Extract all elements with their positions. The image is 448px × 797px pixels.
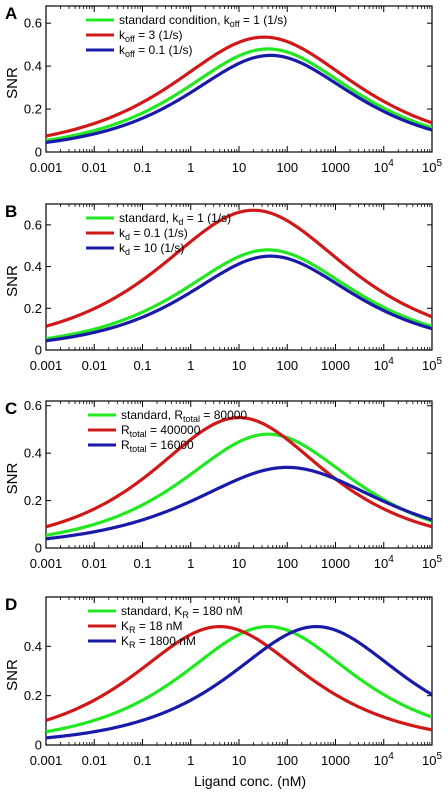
x-tick-label: 0.01 — [82, 160, 107, 175]
y-tick-label: 0 — [35, 541, 42, 556]
x-axis-label: Ligand conc. (nM) — [194, 773, 306, 789]
panel-d: D SNR 0 0.2 0.4 0.001 0.01 0.1 1 10 100 1000 104 105 s… — [4, 595, 442, 768]
y-tick-label: 0.4 — [24, 259, 42, 274]
y-axis-label: SNR — [4, 67, 21, 99]
panel-letter: C — [5, 399, 17, 418]
series-line-green — [46, 625, 432, 734]
legend-label: standard, KR = 180 nM — [121, 604, 243, 620]
series-line-red — [46, 208, 432, 328]
x-tick-label: 100 — [276, 358, 298, 373]
x-tick-label: 0.001 — [30, 358, 63, 373]
x-tick-label: 105 — [422, 751, 442, 768]
legend-label: kd = 10 (1/s) — [119, 241, 184, 257]
x-tick-label: 104 — [374, 751, 394, 768]
x-tick-label: 100 — [276, 556, 298, 571]
x-tick-label: 10 — [232, 753, 246, 768]
series-line-green — [46, 47, 432, 142]
x-tick-label: 105 — [422, 356, 442, 373]
legend-label: Rtotal = 16000 — [121, 438, 194, 454]
legend-label: KR = 1800 nM — [121, 634, 196, 650]
x-tick-label: 10 — [232, 358, 246, 373]
x-tick-label: 0.01 — [82, 556, 107, 571]
y-tick-label: 0.6 — [24, 398, 42, 413]
x-tick-label: 1 — [187, 556, 194, 571]
series-line-red — [46, 416, 432, 529]
series-line-green — [46, 432, 432, 537]
y-tick-label: 0.4 — [24, 639, 42, 654]
y-tick-label: 0 — [35, 738, 42, 753]
plot-frame — [45, 596, 433, 746]
y-tick-label: 0.6 — [24, 16, 42, 31]
legend-label: Rtotal = 400000 — [121, 423, 201, 439]
x-tick-label: 0.1 — [133, 753, 151, 768]
x-tick-label: 1000 — [321, 358, 350, 373]
x-tick-label: 0.001 — [30, 753, 63, 768]
x-tick-label: 10 — [232, 556, 246, 571]
x-tick-label: 105 — [422, 158, 442, 175]
y-axis-label: SNR — [4, 462, 21, 494]
x-tick-label: 104 — [374, 356, 394, 373]
x-tick-label: 104 — [374, 554, 394, 571]
x-tick-label: 1000 — [321, 160, 350, 175]
legend-label: standard, Rtotal = 80000 — [121, 408, 247, 424]
x-tick-label: 1000 — [321, 556, 350, 571]
series-line-blue — [46, 254, 432, 343]
x-tick-label: 0.01 — [82, 753, 107, 768]
series-line-red — [46, 625, 432, 732]
series-line-blue — [46, 465, 432, 541]
x-tick-label: 100 — [276, 160, 298, 175]
y-tick-label: 0.6 — [24, 217, 42, 232]
x-tick-label: 0.001 — [30, 556, 63, 571]
panel-a: A SNR 0 0.2 0.4 0.6 0.001 0.01 0.1 1 10 100 1000 104 1… — [4, 4, 442, 175]
series-line-blue — [46, 53, 432, 144]
y-tick-label: 0.2 — [24, 102, 42, 117]
series-line-green — [46, 248, 432, 341]
panel-letter: B — [5, 202, 17, 221]
x-tick-label: 10 — [232, 160, 246, 175]
x-tick-label: 104 — [374, 158, 394, 175]
x-tick-label: 105 — [422, 554, 442, 571]
plot-frame — [45, 400, 433, 549]
legend-label: koff = 3 (1/s) — [119, 28, 183, 44]
y-tick-label: 0.2 — [24, 688, 42, 703]
x-tick-label: 0.1 — [133, 358, 151, 373]
x-tick-label: 0.1 — [133, 556, 151, 571]
panel-letter: A — [5, 4, 17, 23]
panel-b: B SNR 0 0.2 0.4 0.6 0.001 0.01 0.1 1 10 100 1000 104 1… — [4, 202, 442, 373]
legend-label: standard, kd = 1 (1/s) — [119, 211, 231, 227]
x-tick-label: 1 — [187, 753, 194, 768]
legend-label: koff = 0.1 (1/s) — [119, 43, 193, 59]
x-tick-label: 0.001 — [30, 160, 63, 175]
y-axis-label: SNR — [4, 265, 21, 297]
x-tick-label: 0.01 — [82, 358, 107, 373]
legend-label: kd = 0.1 (1/s) — [119, 226, 188, 242]
series-line-blue — [46, 625, 432, 740]
y-tick-label: 0 — [35, 343, 42, 358]
panel-letter: D — [5, 595, 17, 614]
series-line-red — [46, 35, 432, 138]
y-tick-label: 0.2 — [24, 493, 42, 508]
y-axis-label: SNR — [4, 659, 21, 691]
y-tick-label: 0.4 — [24, 446, 42, 461]
y-tick-label: 0 — [35, 145, 42, 160]
legend-label: standard condition, koff = 1 (1/s) — [119, 13, 287, 29]
panel-c: C SNR 0 0.2 0.4 0.6 0.001 0.01 0.1 1 10 100 1000 104 1… — [4, 398, 442, 571]
legend-label: KR = 18 nM — [121, 619, 183, 635]
y-tick-label: 0.4 — [24, 59, 42, 74]
x-tick-label: 1 — [187, 358, 194, 373]
x-tick-label: 1000 — [321, 753, 350, 768]
y-tick-label: 0.2 — [24, 301, 42, 316]
x-tick-label: 100 — [276, 753, 298, 768]
x-tick-label: 0.1 — [133, 160, 151, 175]
x-tick-label: 1 — [187, 160, 194, 175]
